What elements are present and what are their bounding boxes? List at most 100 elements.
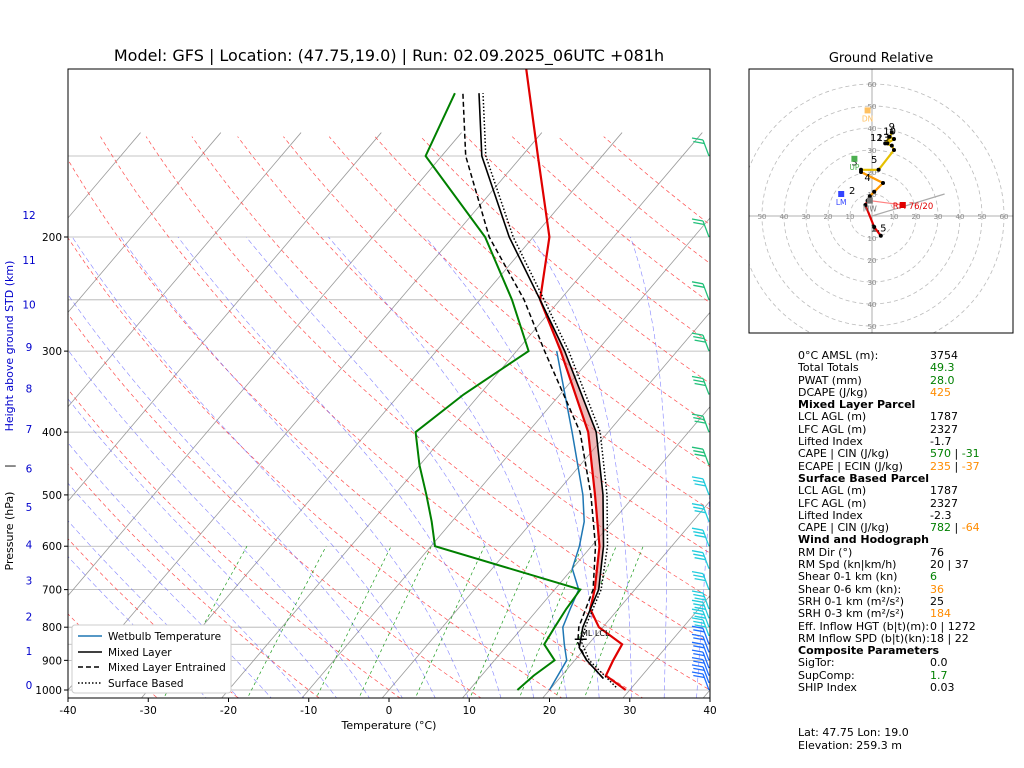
dry-adiabat-line [68,463,320,698]
param-label: CAPE | CIN (J/kg) [798,447,890,461]
legend-label-surface-based: Surface Based [108,678,184,690]
wind-barb-staff [702,644,710,661]
pressure-tick-label: 300 [42,346,62,358]
wind-barb-flag [693,416,705,421]
wind-barb-flag [694,577,706,582]
param-row-shear-01: Shear 0-1 km (kn) 6 [798,571,1018,584]
x-tick-label: 10 [463,705,476,717]
wind-barb [691,599,710,619]
wind-barb-staff [702,505,710,522]
dry-adiabat-line [68,159,644,698]
wind-barb-flag [691,671,704,675]
y-axis-label-sep: | [3,464,16,468]
wind-barb [691,218,710,238]
param-value: 2327 [930,422,958,436]
wind-barb-staff [702,673,710,691]
wind-barb [691,527,710,547]
section-heading-mixed-layer: Mixed Layer Parcel [798,398,916,412]
temperature-line [525,69,627,691]
mixing-ratio-line [518,546,583,698]
param-row-inflow-hgt: Eff. Inflow HGT (b|t)(m): 0 | 1272 [798,619,1018,633]
lcl-label: ML LCL [581,629,610,638]
isotherm-line [542,500,710,698]
wind-barb-flag [693,335,705,340]
dry-adiabat-line [191,136,710,599]
wind-barb [691,656,710,676]
pressure-tick-label: 700 [42,585,62,597]
dry-adiabat-line [68,313,482,698]
mixing-ratio-line [584,546,644,698]
x-tick-label: -10 [300,705,317,717]
wind-barb-flag [691,476,704,480]
legend-label-wetbulb: Wetbulb Temperature [108,631,221,643]
param-label: LFC AGL (m) [798,422,867,436]
wetbulb-line [548,350,585,691]
param-label: LCL AGL (m) [798,484,867,498]
wind-barb-staff [702,529,710,547]
param-label: 0°C AMSL (m): [798,349,879,362]
param-row-ml-lfc: LFC AGL (m) 2327 [798,422,1018,436]
param-row-sb-li: Lifted Index -2.3 [798,509,1018,522]
param-label: SRH 0-1 km (m²/s²) [798,594,904,608]
moist-adiabat-line [120,236,469,698]
param-row-dcape: DCAPE (J/kg) 425 [798,386,1018,399]
wind-barb [691,570,710,590]
wind-barb-flag [691,218,704,222]
moist-adiabat-line [246,236,535,698]
section-heading-composite: Composite Parameters [798,644,940,658]
param-value: 2327 [930,496,958,510]
legend-label-entrained: Mixed Layer Entrained [108,662,226,674]
moist-adiabat-line [328,236,567,698]
wind-barb-flag [694,534,706,538]
wind-barb [691,617,710,637]
wind-barb-flag [691,649,704,653]
param-value: 3754 [930,349,958,362]
wind-barb-staff [702,283,710,301]
wind-barb-flag [693,667,705,672]
surface-based-parcel-line [482,93,617,688]
param-cin-value: -31 [961,447,980,461]
wind-barb-staff [702,602,710,619]
param-sep: | [954,447,959,461]
x-tick-label: -20 [220,705,237,717]
dry-adiabat-line [68,237,563,698]
height-tick-label: 12 [22,210,35,222]
wind-barb [691,664,710,684]
param-value: 0.0 [930,656,948,670]
wind-barb-flag [693,593,705,598]
wind-barb-flag [691,599,704,603]
param-label: Total Totals [798,361,859,375]
dewpoint-line [414,92,582,691]
wind-barb-flag [693,379,705,383]
wind-barb-flag [694,339,706,343]
mixing-ratio-line [414,546,485,698]
wind-barb-staff [702,415,710,433]
wind-barb-flag [694,382,706,387]
wind-barb-staff [702,448,710,466]
wind-barb-flag [694,606,706,610]
height-tick-label: 3 [26,576,33,588]
param-row-ship: SHIP Index 0.03 [798,681,1018,695]
wind-barb-flag [693,531,705,535]
param-label: Eff. Inflow HGT (b|t)(m): [798,619,930,633]
x-tick-label: -30 [140,705,157,717]
pressure-tick-label: 600 [42,541,62,553]
elevation: Elevation: 259.3 m [798,739,903,752]
wind-barb-flag [693,645,705,649]
wind-barb-flag [693,660,705,664]
x-tick-label: 40 [703,705,716,717]
param-value: 0.03 [930,681,955,695]
wind-barb-flag [691,617,704,621]
param-value: 49.3 [930,361,955,375]
wind-barb [691,281,710,301]
legend-label-mixed-layer: Mixed Layer [108,647,172,659]
param-row-rm-dir: RM Dir (°) 76 [798,546,1018,559]
wind-barb-flag [693,140,705,145]
param-cape-value: 235 [930,459,951,473]
wind-barb-staff [702,478,710,496]
hodograph-title: Ground Relative [828,51,934,66]
wind-barb [691,137,710,157]
param-row-inflow-spd: RM Inflow SPD (b|t)(kn): 18 | 22 [798,632,1018,645]
param-value: 25 [930,594,944,608]
wind-barb-flag [694,483,706,487]
